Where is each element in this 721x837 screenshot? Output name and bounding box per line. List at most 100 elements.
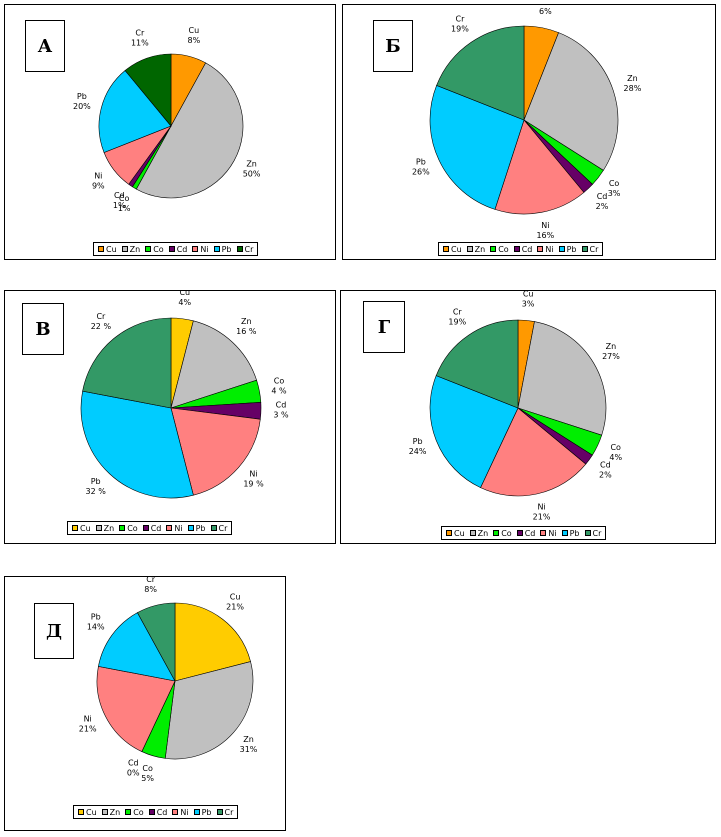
legend-label: Zn	[103, 523, 115, 533]
slice-label-pb: Pb 26%	[412, 158, 430, 177]
legend-item-cr: Cr	[581, 245, 598, 254]
legend-item-cu: Cu	[72, 524, 91, 533]
panel-letter: А	[25, 20, 65, 72]
legend-item-ni: Ni	[166, 523, 183, 533]
slice-label-cd: Cd 2%	[596, 192, 609, 211]
pie-slice-zn	[135, 62, 244, 199]
slice-label-cu: Cu 4%	[178, 291, 191, 307]
pie-slice-ni	[96, 666, 176, 752]
legend-item-zn: Zn	[469, 528, 489, 538]
legend-item-cr: Cr	[210, 523, 228, 533]
pie-chart: Cu 3% Zn 27% Co 4%Cd 2% Ni 21% Pb 24% Cr 19%	[409, 291, 623, 521]
slice-label-cr: Cr 19%	[451, 15, 469, 34]
pie-slice-zn	[523, 32, 619, 171]
panel-letter: Г	[363, 301, 405, 353]
slice-label-cd: Cd 1%	[113, 191, 126, 210]
legend-label: Ni	[174, 523, 183, 533]
legend-label: Cd	[150, 523, 162, 533]
panel-letter: В	[22, 303, 64, 355]
slice-label-cr: Cr 19%	[448, 308, 466, 327]
slice-label-ni: Ni 19 %	[243, 470, 264, 489]
legend-swatch	[584, 530, 591, 536]
legend-label: Pb	[569, 528, 580, 538]
legend-swatch	[187, 525, 194, 531]
slice-label-pb: Pb 20%	[73, 92, 91, 111]
legend-label: Cr	[218, 523, 228, 533]
pie-slice-ni	[480, 407, 587, 497]
legend-item-cd: Cd	[168, 245, 187, 254]
legend-label: Zn	[129, 244, 141, 254]
slice-label-ni: Ni 21%	[79, 714, 97, 733]
legend-swatch	[216, 809, 223, 815]
chart-legend: Cu Zn Co Cd Ni Pb Cr	[438, 242, 604, 256]
legend-item-cu: Cu	[78, 808, 97, 817]
legend-swatch	[213, 246, 220, 252]
legend-swatch	[142, 525, 149, 531]
legend-swatch	[446, 530, 452, 536]
legend-label: Cr	[592, 528, 602, 538]
pie-chart: Cu 8% Zn 50% Co 1%Cd 1% Ni 9% Pb 20% Cr 11%	[73, 26, 261, 213]
legend-label: Co	[498, 244, 509, 254]
legend-item-zn: Zn	[101, 807, 121, 817]
slice-label-cd: Cd 2%	[599, 460, 612, 479]
pie-slice-pb	[98, 612, 176, 682]
pie-slice-zn	[517, 321, 607, 436]
slice-label-co: Co 3%	[608, 179, 621, 198]
slice-label-zn: Zn 50%	[243, 159, 261, 178]
legend-item-pb: Pb	[187, 523, 206, 533]
legend-swatch	[469, 530, 476, 536]
legend-item-cu: Cu	[98, 245, 117, 254]
legend-swatch	[493, 530, 500, 536]
slice-label-zn: Zn 27%	[602, 342, 620, 361]
legend-label: Zn	[109, 807, 121, 817]
legend-item-ni: Ni	[540, 529, 557, 538]
slice-label-cu: Cu 3%	[522, 291, 535, 308]
legend-swatch	[537, 246, 544, 252]
chart-legend: Cu Zn Co Cd Ni Pb Cr	[67, 521, 233, 535]
panel-a: А Cu 8% Zn 50% Co 1% Cd 1% Ni 9% Pb 20% Cr 11% Cu Zn Co…	[4, 4, 336, 260]
legend-item-co: Co	[125, 808, 144, 817]
chart-legend: Cu Zn Co Cd Ni Pb Cr	[93, 242, 259, 256]
legend-swatch	[490, 246, 497, 252]
slice-label-ni: Ni 9%	[92, 171, 105, 190]
pie-slice-zn	[170, 320, 257, 409]
legend-swatch	[78, 809, 84, 815]
legend-swatch	[148, 809, 155, 815]
pie-chart: Cu 4% Zn 16 % Co 4 % Cd 3 % Ni 19 % Pb 32 % Cr 22 %	[80, 291, 289, 499]
legend-label: Ni	[200, 244, 209, 254]
slice-label-pb: Pb 24%	[409, 437, 427, 456]
panel-letter: Б	[373, 20, 413, 72]
legend-item-cd: Cd	[142, 523, 162, 533]
legend-label: Pb	[221, 244, 232, 254]
legend-label: Cu	[454, 528, 465, 538]
legend-swatch	[101, 809, 108, 815]
legend-swatch	[95, 525, 102, 531]
legend-label: Cr	[224, 807, 234, 817]
legend-swatch	[561, 530, 568, 536]
legend-swatch	[513, 246, 520, 252]
legend-swatch	[581, 246, 588, 252]
pie-slice-cr	[82, 317, 172, 409]
panel-letter: Д	[34, 603, 74, 659]
panel-c: В Cu 4% Zn 16 % Co 4 % Cd 3 % Ni 19 % Pb 32 % Cr 22 %…	[4, 290, 336, 544]
legend-label: Pb	[201, 807, 212, 817]
legend-item-cd: Cd	[148, 808, 167, 817]
legend-item-pb: Pb	[558, 245, 577, 254]
legend-label: Cd	[524, 528, 536, 538]
legend-item-pb: Pb	[561, 528, 580, 538]
legend-item-cr: Cr	[236, 245, 253, 254]
slice-label-ni: Ni 16%	[536, 221, 554, 240]
legend-item-co: Co	[493, 529, 512, 538]
legend-item-pb: Pb	[213, 244, 232, 254]
pie-slice-cu	[174, 602, 251, 682]
legend-swatch	[172, 809, 179, 815]
legend-item-cd: Cd	[513, 245, 532, 254]
slice-label-zn: Zn 28%	[624, 74, 642, 93]
legend-label: Pb	[195, 523, 206, 533]
slice-label-pb: Pb 32 %	[86, 477, 107, 496]
legend-label: Zn	[477, 528, 489, 538]
legend-item-co: Co	[145, 245, 164, 254]
legend-swatch	[168, 246, 175, 252]
legend-swatch	[145, 246, 152, 252]
slice-label-co: Co 1%	[118, 194, 131, 213]
